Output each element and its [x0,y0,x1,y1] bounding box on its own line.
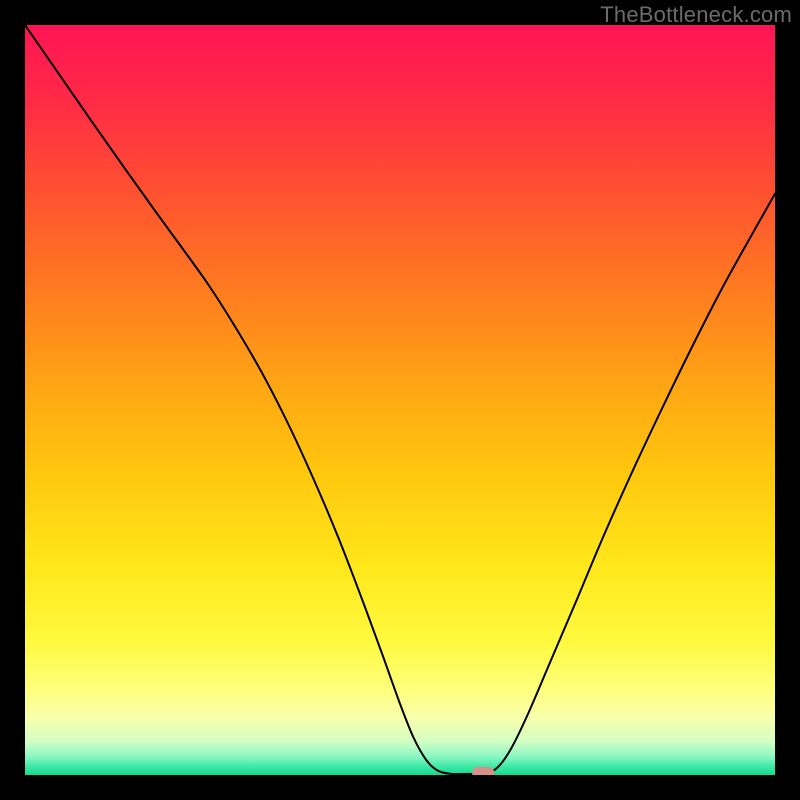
watermark-text: TheBottleneck.com [600,2,792,28]
plot-background [25,25,775,775]
bottleneck-chart [25,25,775,775]
optimal-marker [472,767,494,775]
chart-frame: TheBottleneck.com [0,0,800,800]
